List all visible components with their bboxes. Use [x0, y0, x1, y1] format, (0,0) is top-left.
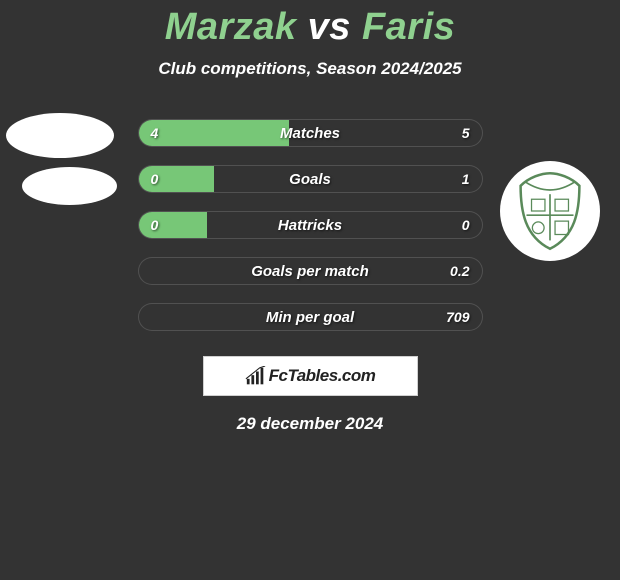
crest-icon — [508, 169, 592, 253]
comparison-section: 4Matches50Goals10Hattricks0Goals per mat… — [0, 119, 620, 331]
stat-row: 4Matches5 — [138, 119, 483, 147]
stat-row: 0Hattricks0 — [138, 211, 483, 239]
player1-name: Marzak — [165, 6, 297, 48]
brand-text: FcTables.com — [269, 366, 376, 386]
stat-label: Matches — [139, 120, 482, 146]
stat-row: Goals per match0.2 — [138, 257, 483, 285]
stat-rows: 4Matches50Goals10Hattricks0Goals per mat… — [138, 119, 483, 331]
brand-box: FcTables.com — [203, 356, 418, 396]
stat-label: Goals — [139, 166, 482, 192]
player1-badge-ellipse-2 — [22, 167, 117, 205]
comparison-title: Marzak vs Faris — [0, 0, 620, 49]
stat-row: Min per goal709 — [138, 303, 483, 331]
stat-label: Min per goal — [139, 304, 482, 330]
player1-badge-ellipse-1 — [6, 113, 114, 158]
date-text: 29 december 2024 — [0, 414, 620, 434]
vs-text: vs — [308, 6, 351, 48]
stat-value-right: 709 — [446, 304, 469, 330]
stat-label: Goals per match — [139, 258, 482, 284]
player2-name: Faris — [362, 6, 455, 48]
stat-value-right: 0.2 — [450, 258, 469, 284]
subtitle: Club competitions, Season 2024/2025 — [0, 59, 620, 79]
stat-value-right: 5 — [462, 120, 470, 146]
bar-chart-icon — [245, 366, 267, 386]
stat-value-right: 1 — [462, 166, 470, 192]
stat-value-right: 0 — [462, 212, 470, 238]
stat-label: Hattricks — [139, 212, 482, 238]
stat-row: 0Goals1 — [138, 165, 483, 193]
player2-club-crest — [500, 161, 600, 261]
